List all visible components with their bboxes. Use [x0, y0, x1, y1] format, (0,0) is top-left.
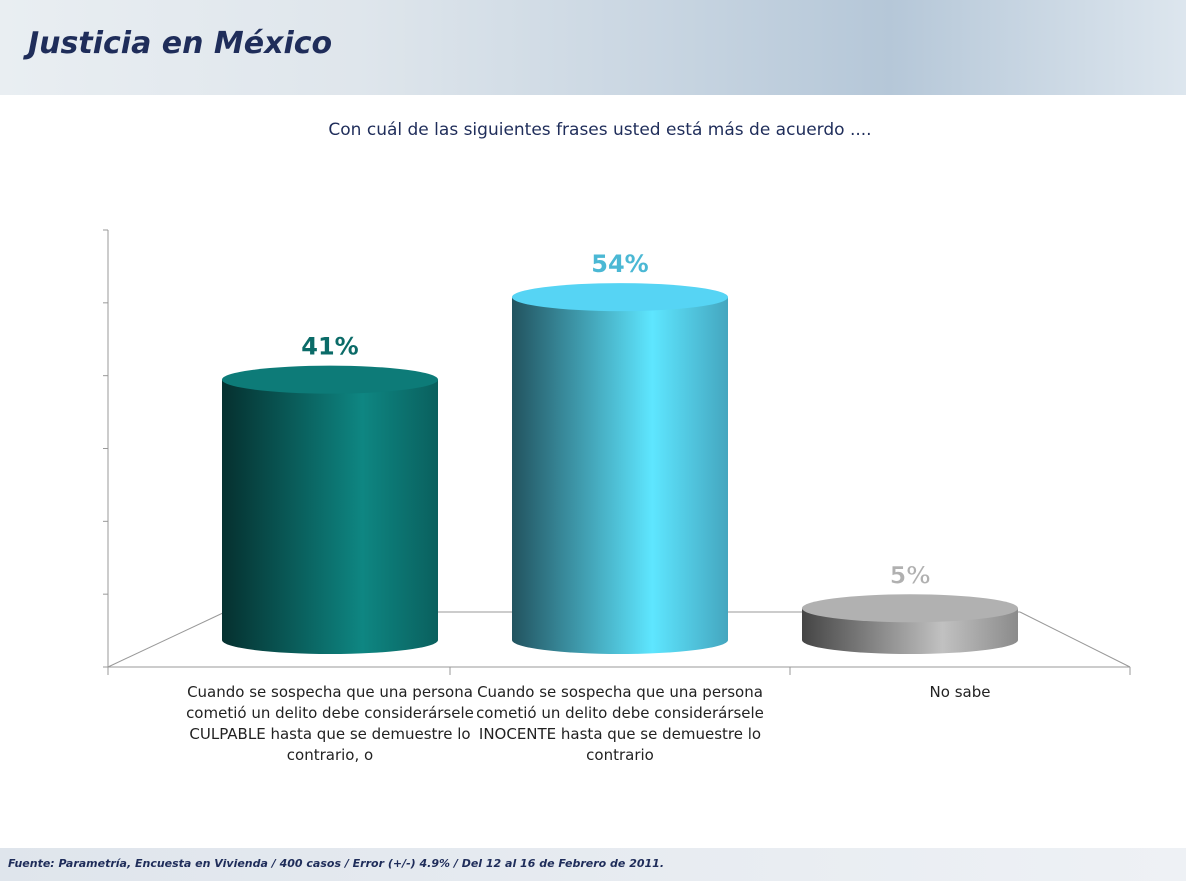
value-label: 41%: [301, 333, 358, 361]
bar-top: [512, 283, 728, 312]
bar-top: [802, 594, 1018, 623]
header: Justicia en México: [0, 0, 1186, 95]
source-note: Fuente: Parametría, Encuesta en Vivienda…: [8, 857, 665, 870]
x-tick-label: No sabe: [929, 683, 991, 701]
chart: Con cuál de las siguientes frases usted …: [103, 120, 1131, 764]
value-label: 54%: [591, 250, 648, 278]
chart-title: Con cuál de las siguientes frases usted …: [328, 120, 871, 140]
bar: [222, 379, 438, 654]
x-tick-label: Cuando se sospecha que una persona comet…: [186, 683, 474, 764]
bar: [512, 297, 728, 654]
x-tick-label: Cuando se sospecha que una persona comet…: [476, 683, 764, 764]
bar-top: [222, 365, 438, 394]
footer: Fuente: Parametría, Encuesta en Vivienda…: [0, 848, 1186, 881]
value-label: 5%: [890, 561, 931, 589]
page-title: Justicia en México: [28, 26, 333, 61]
